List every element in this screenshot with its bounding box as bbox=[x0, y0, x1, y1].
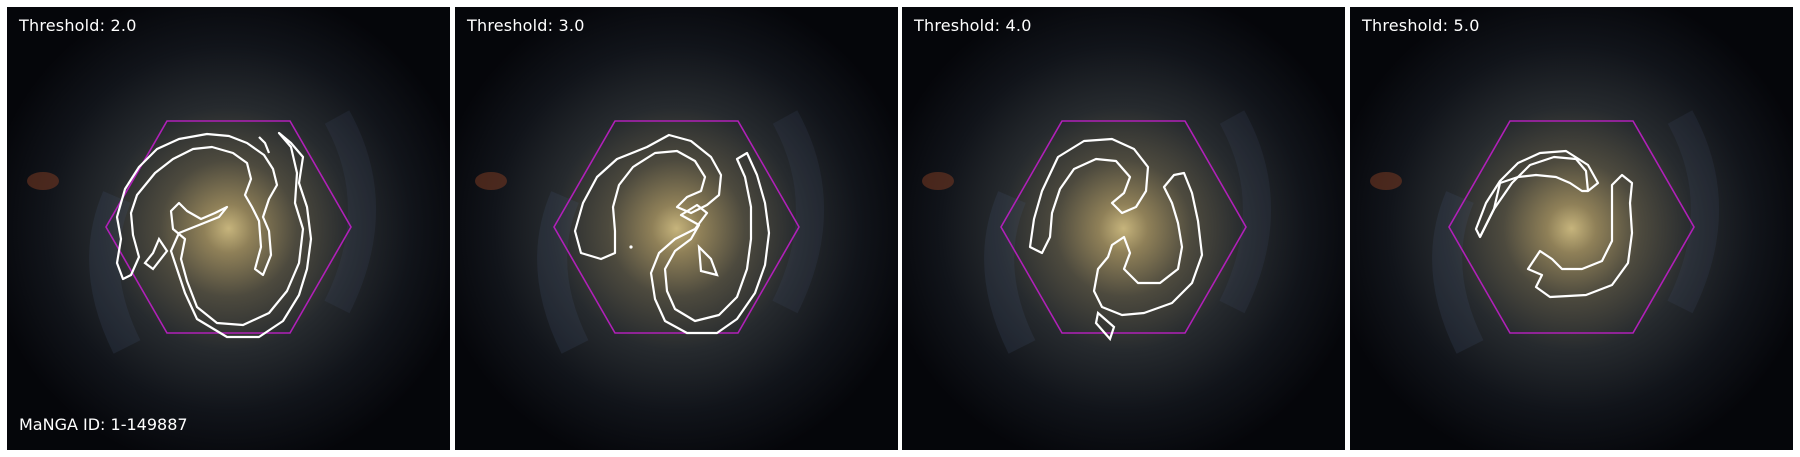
ifu-hexagon bbox=[553, 120, 800, 334]
spiral-contour bbox=[1479, 173, 1588, 238]
spiral-contour bbox=[258, 136, 271, 154]
ifu-hexagon bbox=[105, 120, 352, 334]
spiral-contour bbox=[1526, 173, 1634, 299]
panel-threshold-5: Threshold: 5.0 bbox=[1350, 7, 1793, 450]
spiral-contour bbox=[1092, 171, 1204, 317]
threshold-label: Threshold: 4.0 bbox=[914, 16, 1032, 35]
threshold-label: Threshold: 5.0 bbox=[1362, 16, 1480, 35]
panel-threshold-4: Threshold: 4.0 bbox=[902, 7, 1345, 450]
spiral-contour bbox=[1094, 310, 1116, 342]
spiral-contour bbox=[143, 236, 169, 271]
spiral-contour bbox=[115, 132, 279, 281]
galaxy-image bbox=[1350, 7, 1793, 450]
spiral-contour bbox=[169, 131, 313, 339]
panel-threshold-3: Threshold: 3.0 bbox=[455, 7, 898, 450]
spiral-contour bbox=[573, 133, 723, 261]
spiral-contour bbox=[697, 244, 719, 277]
manga-id-label: MaNGA ID: 1-149887 bbox=[19, 415, 188, 434]
ifu-hexagon bbox=[1000, 120, 1247, 334]
spiral-contour bbox=[1028, 137, 1150, 255]
galaxy-image bbox=[455, 7, 898, 450]
panel-threshold-2: Threshold: 2.0 MaNGA ID: 1-149887 bbox=[7, 7, 450, 450]
galaxy-image bbox=[7, 7, 450, 450]
spiral-contour bbox=[649, 151, 771, 335]
spiral-contour bbox=[1474, 149, 1600, 239]
ifu-hexagon bbox=[1448, 120, 1695, 334]
threshold-label: Threshold: 2.0 bbox=[19, 16, 137, 35]
threshold-label: Threshold: 3.0 bbox=[467, 16, 585, 35]
galaxy-image bbox=[902, 7, 1345, 450]
